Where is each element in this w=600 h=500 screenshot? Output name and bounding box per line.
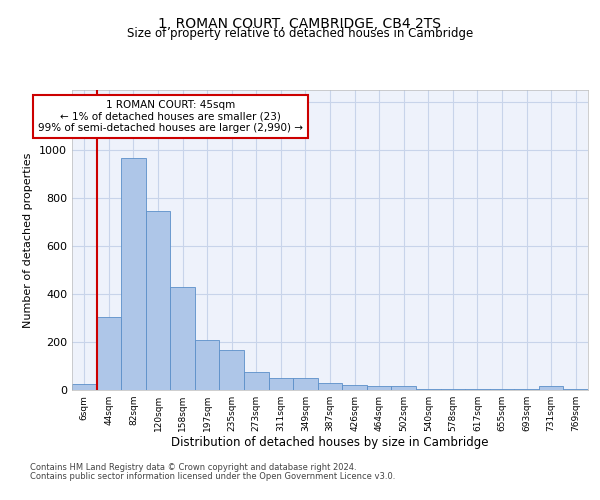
Text: Contains public sector information licensed under the Open Government Licence v3: Contains public sector information licen… — [30, 472, 395, 481]
Bar — [195, 340, 220, 390]
Bar — [97, 317, 121, 390]
Bar — [465, 389, 490, 390]
Bar — [72, 384, 97, 390]
Bar — [121, 158, 146, 390]
Text: 1 ROMAN COURT: 45sqm
← 1% of detached houses are smaller (23)
99% of semi-detach: 1 ROMAN COURT: 45sqm ← 1% of detached ho… — [38, 100, 303, 133]
Text: 1, ROMAN COURT, CAMBRIDGE, CB4 2TS: 1, ROMAN COURT, CAMBRIDGE, CB4 2TS — [158, 18, 442, 32]
Text: Size of property relative to detached houses in Cambridge: Size of property relative to detached ho… — [127, 28, 473, 40]
Bar — [367, 386, 391, 390]
Bar — [490, 389, 514, 390]
Bar — [539, 386, 563, 390]
Bar — [170, 287, 195, 390]
Bar — [514, 389, 539, 390]
Bar — [244, 372, 269, 390]
Bar — [416, 389, 440, 390]
Bar — [146, 211, 170, 390]
Y-axis label: Number of detached properties: Number of detached properties — [23, 152, 34, 328]
Bar — [342, 385, 367, 390]
Text: Contains HM Land Registry data © Crown copyright and database right 2024.: Contains HM Land Registry data © Crown c… — [30, 464, 356, 472]
Bar — [318, 383, 342, 390]
Bar — [269, 378, 293, 390]
Bar — [563, 389, 588, 390]
Text: Distribution of detached houses by size in Cambridge: Distribution of detached houses by size … — [171, 436, 489, 449]
Bar — [293, 378, 318, 390]
Bar — [220, 350, 244, 390]
Bar — [391, 386, 416, 390]
Bar — [440, 389, 465, 390]
